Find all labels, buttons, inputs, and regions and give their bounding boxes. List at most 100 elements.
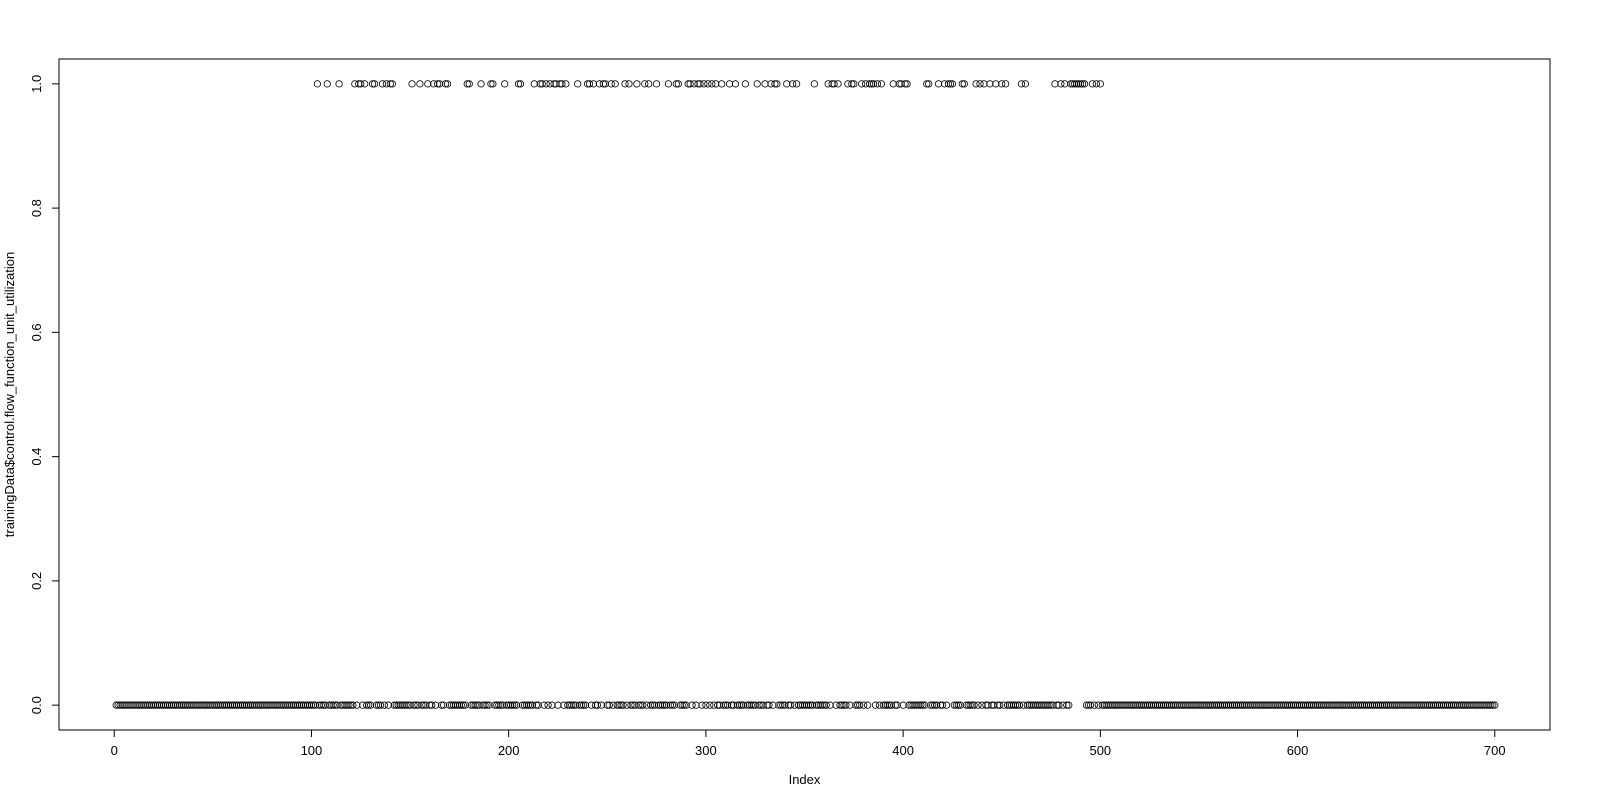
data-point [662,701,671,709]
data-point [871,701,880,709]
data-point [297,701,306,709]
data-point [148,701,156,709]
data-point [1323,701,1331,709]
data-point [723,701,732,709]
data-point [217,701,225,709]
data-point [952,701,960,709]
data-point [136,701,144,709]
data-point [938,701,947,709]
data-point [1278,701,1286,709]
y-tick-label: 1.0 [29,75,44,93]
data-point [942,701,951,709]
data-point [710,701,718,709]
data-point [536,80,544,88]
data-point [1424,701,1432,709]
data-point [897,80,905,88]
data-point [919,701,927,709]
data-point [643,701,651,709]
data-point [1181,701,1189,709]
data-point [891,701,899,709]
data-point [1185,701,1193,709]
data-point [211,701,219,709]
data-point [1031,701,1039,709]
data-point [1347,701,1355,709]
data-point [1015,701,1024,709]
data-point [591,701,600,709]
data-point [1144,701,1152,709]
data-point [798,701,807,709]
data-point [960,80,968,88]
data-point [335,80,343,88]
data-point [1465,701,1473,709]
data-point [1451,701,1459,709]
data-point [1291,701,1300,709]
data-point [432,701,440,709]
data-point [124,701,132,709]
data-point [459,701,467,709]
data-point [1193,701,1201,709]
data-point [457,701,465,709]
data-point [1469,701,1477,709]
data-point [814,701,822,709]
data-point [299,701,308,709]
data-point [514,80,523,88]
data-point [1006,701,1014,709]
data-point [520,701,529,709]
data-point [307,701,316,709]
data-point [396,701,404,709]
data-point [840,701,848,709]
data-point [1025,701,1033,709]
data-point [617,701,625,709]
data-point [1205,701,1213,709]
data-point [635,701,643,709]
data-point [1309,701,1317,709]
data-point [530,80,538,88]
data-point [858,80,866,88]
data-point [1370,701,1379,709]
y-tick-label: 0.0 [29,696,44,714]
data-point [276,701,284,709]
data-point [1179,701,1187,709]
data-point [1378,701,1386,709]
data-point [1209,701,1217,709]
data-point [1124,701,1132,709]
data-point [1432,701,1440,709]
data-point [619,701,627,709]
data-point [1102,701,1110,709]
data-point [1051,80,1059,88]
data-point [838,701,846,709]
data-point [1331,701,1339,709]
data-point [1256,701,1264,709]
data-point [402,701,410,709]
data-point [936,701,945,709]
data-point [964,701,972,709]
data-point [570,701,578,709]
data-point [1435,701,1444,709]
data-point [374,701,383,709]
data-point [333,701,341,709]
data-point [802,701,811,709]
data-point [1132,701,1140,709]
x-tick-label: 300 [695,743,717,758]
data-point [479,701,487,709]
data-point [1485,701,1493,709]
data-point [1011,701,1020,709]
data-point [578,701,586,709]
data-point [382,80,390,88]
data-point [1274,701,1282,709]
data-point [907,701,915,709]
data-point [850,80,858,88]
data-point [1013,701,1022,709]
data-point [1420,701,1428,709]
data-point [1459,701,1467,709]
data-point [889,80,897,88]
data-point [370,80,379,88]
data-point [1136,701,1144,709]
data-point [258,701,266,709]
data-point [439,701,448,709]
data-point [1473,701,1481,709]
data-point [315,701,323,709]
data-point [568,701,576,709]
data-point [1159,701,1168,709]
data-point [1073,80,1081,88]
